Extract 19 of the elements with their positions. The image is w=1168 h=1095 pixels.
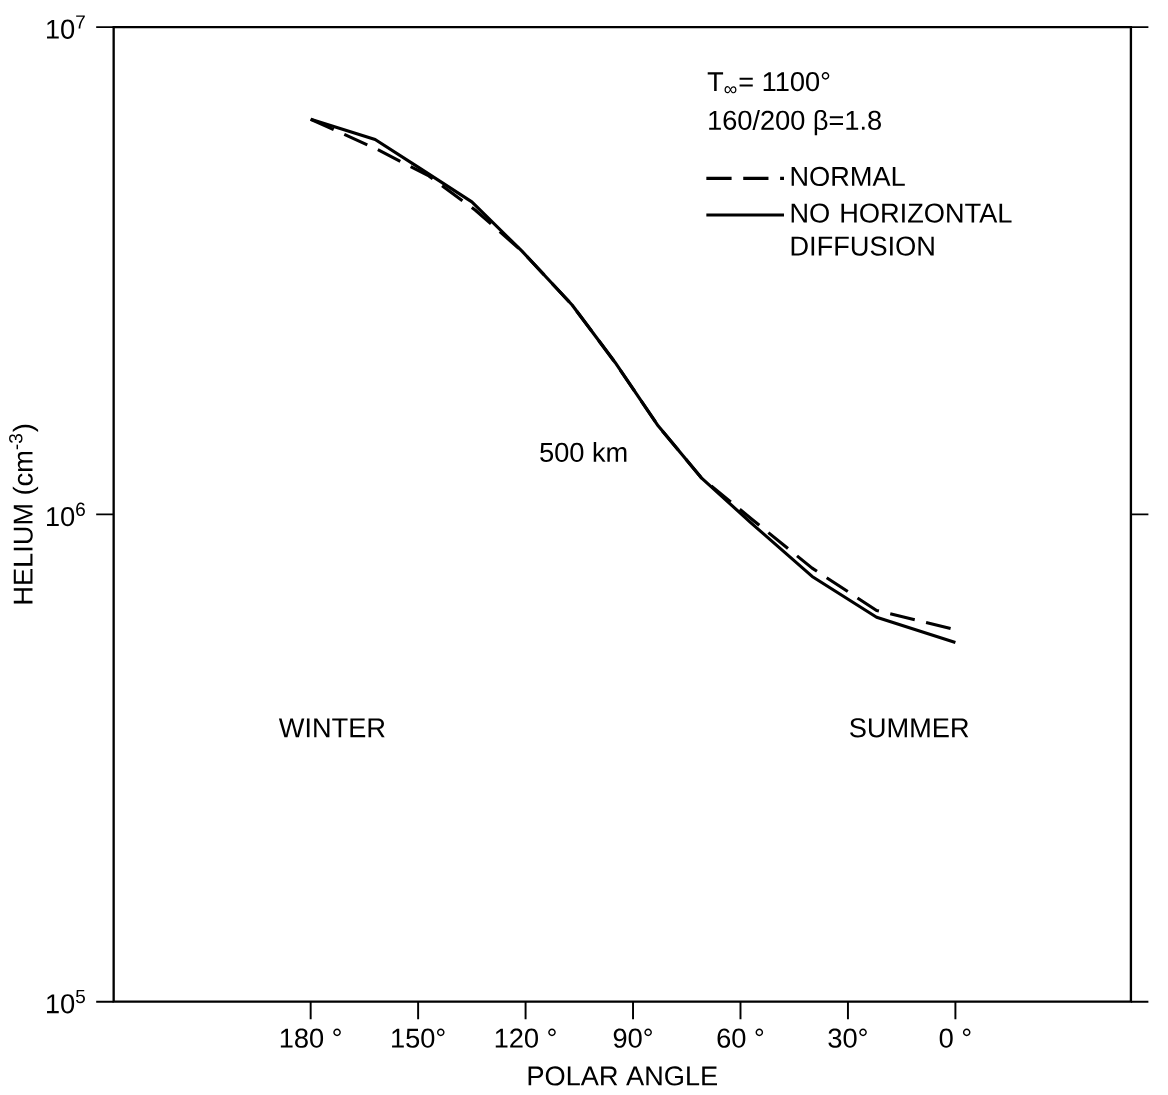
annotation: 500 km — [540, 442, 627, 463]
x-tick-label: 150° — [392, 1028, 445, 1048]
x-tick-label: 120 ° — [495, 1028, 556, 1048]
annotation: SUMMER — [850, 718, 969, 738]
annotation: 160/200 β=1.8 — [709, 110, 881, 136]
x-tick-label: 60 ° — [717, 1028, 764, 1048]
annotation: WINTER — [278, 718, 385, 738]
y-tick-label: 10$^{5}$ — [47, 990, 85, 1014]
x-tick-label: 0 ° — [939, 1028, 971, 1048]
x-axis-title: POLAR ANGLE — [528, 1066, 717, 1086]
annotation: T$_{∞}$= 1100° — [707, 72, 830, 94]
y-tick-label: 10$^{6}$ — [47, 502, 85, 527]
y-tick-label: 10$^{7}$ — [47, 15, 85, 40]
x-tick-label: 90° — [613, 1028, 652, 1048]
legend-label: NORMAL — [791, 166, 905, 187]
x-tick-label: 180 ° — [280, 1028, 341, 1048]
legend-label: NO HORIZONTAL DIFFUSION — [791, 203, 1012, 256]
y-axis-title: HELIUM (cm$^{-3}$) — [9, 425, 39, 604]
x-tick-label: 30° — [828, 1028, 867, 1048]
